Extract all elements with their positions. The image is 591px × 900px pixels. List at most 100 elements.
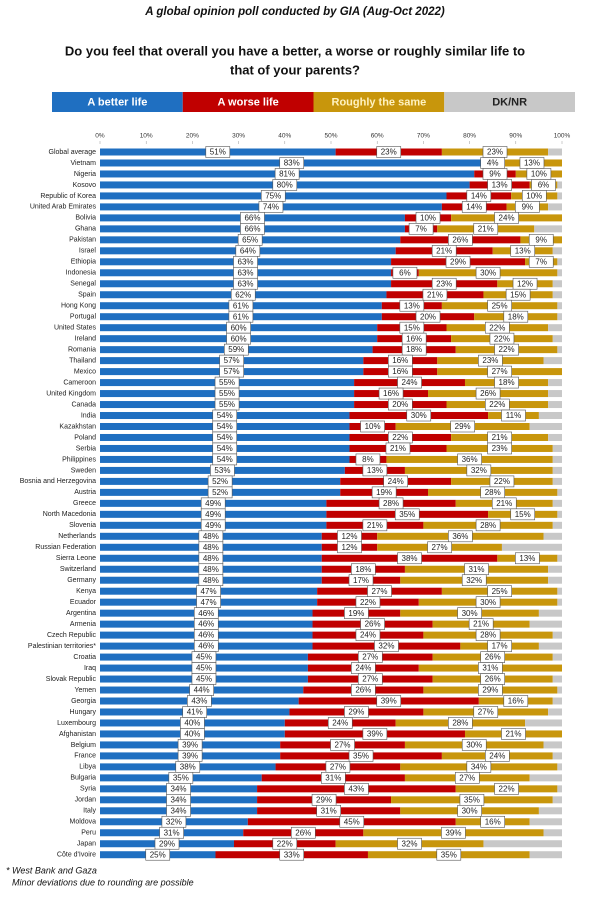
value-label: 27%: [459, 773, 475, 782]
value-label: 16%: [392, 367, 408, 376]
category-label: Nigeria: [74, 171, 96, 178]
category-label: Kosovo: [73, 182, 96, 189]
value-label: 54%: [217, 433, 233, 442]
category-label: Serbia: [76, 445, 96, 452]
value-label: 54%: [217, 422, 233, 431]
label-box: [344, 607, 369, 619]
bar-segment: [552, 521, 562, 529]
value-label: 16%: [406, 334, 422, 343]
value-label: 52%: [212, 488, 228, 497]
value-label: 28%: [480, 521, 496, 530]
value-label: 10%: [531, 170, 547, 179]
label-box: [487, 442, 512, 455]
category-label: Croatia: [73, 654, 96, 661]
value-label: 34%: [171, 806, 187, 815]
category-label: Pakistan: [69, 237, 96, 244]
category-label: Poland: [74, 434, 96, 441]
value-label: 61%: [233, 301, 249, 310]
value-label: 35%: [399, 510, 415, 519]
value-label: 31%: [321, 806, 337, 815]
bar-segment: [538, 807, 562, 815]
value-label: 23%: [487, 148, 503, 157]
category-label: United Kingdom: [46, 390, 96, 397]
label-box: [461, 201, 487, 213]
x-tick-label: 80%: [463, 133, 476, 140]
label-box: [487, 299, 512, 312]
value-label: 35%: [353, 752, 369, 761]
category-label: Kazakhstan: [59, 423, 96, 430]
value-label: 44%: [194, 686, 210, 695]
value-label: 18%: [406, 345, 422, 354]
category-label: Romania: [68, 346, 96, 353]
bar-segment: [548, 324, 562, 332]
value-label: 49%: [205, 521, 221, 530]
category-label: Iraq: [84, 665, 96, 672]
label-box: [450, 420, 475, 433]
value-label: 47%: [201, 587, 217, 596]
value-label: 10%: [526, 192, 542, 201]
bar-segment: [552, 675, 562, 683]
value-label: 28%: [480, 631, 496, 640]
category-label: Italy: [83, 808, 96, 815]
footnote: Minor deviations due to rounding are pos…: [12, 877, 194, 887]
bar-segment: [557, 302, 562, 310]
value-label: 16%: [392, 356, 408, 365]
label-box: [327, 717, 353, 729]
value-label: 81%: [279, 170, 295, 179]
value-label: 48%: [203, 565, 219, 574]
value-label: 24%: [489, 752, 505, 761]
value-label: 23%: [492, 444, 508, 453]
legend-swatch: [182, 92, 314, 112]
value-label: 27%: [432, 543, 448, 552]
category-label: Canada: [71, 401, 96, 408]
x-tick-label: 100%: [554, 133, 571, 140]
value-label: 39%: [367, 730, 383, 739]
bar-segment: [557, 258, 562, 266]
value-label: 22%: [392, 433, 408, 442]
value-label: 43%: [348, 784, 364, 793]
label-box: [503, 695, 529, 707]
legend-label: Roughly the same: [332, 96, 427, 108]
value-label: 26%: [485, 653, 501, 662]
value-label: 39%: [381, 697, 397, 706]
value-label: 24%: [360, 631, 376, 640]
category-label: Sweden: [71, 467, 96, 474]
value-label: 27%: [330, 762, 346, 771]
value-label: 18%: [355, 565, 371, 574]
bar-segment: [538, 642, 562, 650]
category-label: Bosnia and Herzegovina: [20, 478, 96, 485]
label-box: [406, 409, 432, 422]
value-label: 22%: [277, 839, 293, 848]
category-label: Thailand: [69, 357, 96, 364]
value-label: 23%: [436, 279, 452, 288]
question-line: that of your parents?: [230, 62, 360, 77]
bar-segment: [548, 148, 562, 156]
legend-swatch: [444, 92, 575, 112]
value-label: 26%: [452, 235, 468, 244]
category-label: Slovak Republic: [46, 676, 97, 683]
value-label: 51%: [210, 148, 226, 157]
category-label: Mexico: [74, 368, 96, 375]
value-label: 16%: [485, 817, 501, 826]
value-label: 35%: [441, 850, 457, 859]
label-box: [344, 706, 369, 718]
category-label: India: [81, 412, 96, 419]
value-label: 75%: [265, 192, 281, 201]
label-box: [387, 398, 413, 411]
value-label: 27%: [478, 708, 494, 717]
legend-label: A worse life: [217, 96, 278, 108]
category-label: Japan: [77, 841, 96, 848]
label-box: [473, 223, 499, 235]
label-box: [376, 695, 402, 707]
value-label: 57%: [224, 367, 240, 376]
value-label: 20%: [392, 400, 408, 409]
label-box: [362, 464, 388, 477]
value-label: 29%: [482, 686, 498, 695]
value-label: 13%: [519, 554, 535, 563]
label-box: [436, 848, 462, 861]
value-label: 38%: [180, 762, 196, 771]
category-label: Yemen: [74, 687, 96, 694]
label-box: [385, 442, 411, 455]
value-label: 21%: [496, 499, 512, 508]
